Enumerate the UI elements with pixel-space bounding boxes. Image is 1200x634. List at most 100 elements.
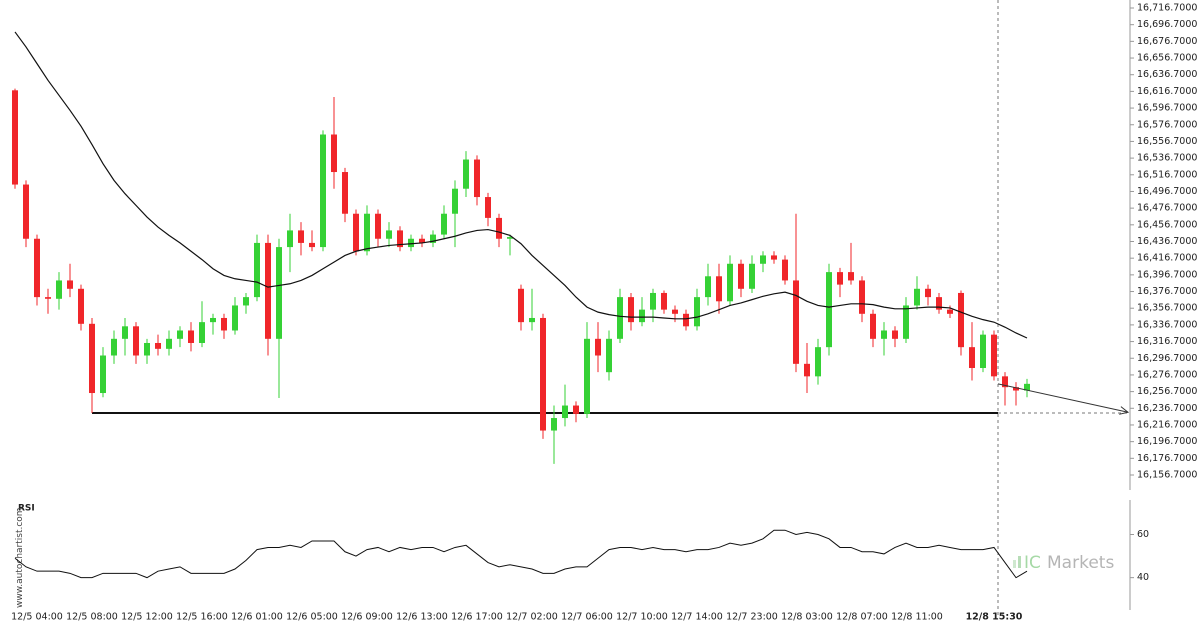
candle-body [221, 317, 227, 331]
candle-body [353, 213, 359, 252]
y-tick-label: 16,656.7000 [1137, 53, 1197, 64]
y-tick-label: 16,376.7000 [1137, 286, 1197, 297]
candle-body [628, 297, 634, 323]
y-tick-label: 16,416.7000 [1137, 253, 1197, 264]
x-tick-label: 12/5 16:00 [176, 612, 228, 623]
candle-body [45, 297, 51, 299]
candle-body [287, 230, 293, 248]
candle-body [815, 347, 821, 377]
y-tick-label: 16,336.7000 [1137, 319, 1197, 330]
x-tick-label: 12/7 06:00 [561, 612, 613, 623]
candle-body [210, 317, 216, 323]
candle-body [870, 313, 876, 339]
brand-name: Markets [1047, 553, 1114, 573]
x-tick-label: 12/5 12:00 [121, 612, 173, 623]
y-tick-label: 16,616.7000 [1137, 86, 1197, 97]
candle-body [617, 297, 623, 339]
candle-body [859, 280, 865, 314]
candle-body [694, 297, 700, 327]
candle-body [650, 292, 656, 310]
y-tick-label: 16,536.7000 [1137, 153, 1197, 164]
candle-body [386, 230, 392, 239]
y-tick-label: 16,596.7000 [1137, 103, 1197, 114]
candle-body [716, 276, 722, 302]
candle-body [309, 242, 315, 248]
candle-body [166, 338, 172, 349]
candle-body [1002, 376, 1008, 388]
brand-prefix: IC [1024, 553, 1041, 573]
candle-body [320, 134, 326, 248]
candle-body [584, 338, 590, 414]
candle-body [782, 259, 788, 281]
x-tick-label: 12/7 10:00 [616, 612, 668, 623]
moving-average-line [14, 31, 1028, 339]
candle-body [265, 242, 271, 339]
y-tick-label: 16,276.7000 [1137, 369, 1197, 380]
logo-bar [1018, 556, 1021, 568]
x-tick-label: 12/5 04:00 [11, 612, 63, 623]
y-tick-label: 16,676.7000 [1137, 36, 1197, 47]
y-tick-label: 16,156.7000 [1137, 470, 1197, 481]
candle-body [78, 288, 84, 324]
candle-body [23, 184, 29, 239]
x-tick-label: 12/6 01:00 [231, 612, 283, 623]
candle-body [408, 238, 414, 248]
candle-body [727, 263, 733, 302]
x-tick-label: 12/7 23:00 [726, 612, 778, 623]
y-tick-label: 16,216.7000 [1137, 419, 1197, 430]
candle-body [980, 334, 986, 369]
watermark: www.autochartist.com [15, 507, 25, 608]
candle-body [199, 322, 205, 343]
y-tick-label: 16,236.7000 [1137, 403, 1197, 414]
candle-body [562, 405, 568, 419]
candle-body [914, 288, 920, 306]
x-tick-label: 12/6 05:00 [286, 612, 338, 623]
candle-body [298, 230, 304, 243]
candle-body [463, 159, 469, 189]
candle-body [430, 234, 436, 243]
candle-body [881, 330, 887, 339]
candle-body [155, 342, 161, 349]
candle-body [804, 363, 810, 377]
x-tick-label: 12/6 13:00 [396, 612, 448, 623]
y-tick-label: 16,516.7000 [1137, 169, 1197, 180]
y-tick-label: 16,556.7000 [1137, 136, 1197, 147]
candle-body [254, 242, 260, 298]
candle-body [540, 317, 546, 431]
rsi-tick-label: 40 [1137, 572, 1149, 583]
candle-body [375, 213, 381, 239]
candle-body [672, 309, 678, 314]
candle-body [133, 326, 139, 356]
brand-logo: IC Markets [1013, 553, 1114, 573]
forecast-arrowhead [1119, 406, 1130, 415]
candle-body [958, 292, 964, 348]
candle-body [1024, 383, 1030, 391]
candle-body [760, 255, 766, 264]
candle-body [232, 305, 238, 331]
candle-body [573, 405, 579, 414]
y-tick-label: 16,496.7000 [1137, 186, 1197, 197]
y-tick-label: 16,296.7000 [1137, 353, 1197, 364]
candle-body [67, 280, 73, 289]
candle-body [936, 297, 942, 310]
y-tick-label: 16,256.7000 [1137, 386, 1197, 397]
candle-body [661, 292, 667, 310]
y-tick-label: 16,316.7000 [1137, 336, 1197, 347]
y-tick-label: 16,436.7000 [1137, 236, 1197, 247]
candle-body [793, 280, 799, 364]
candle-body [34, 238, 40, 298]
y-tick-label: 16,196.7000 [1137, 436, 1197, 447]
y-tick-label: 16,696.7000 [1137, 19, 1197, 30]
x-tick-label: 12/5 08:00 [66, 612, 118, 623]
x-tick-label: 12/7 02:00 [506, 612, 558, 623]
candle-body [419, 238, 425, 243]
candle-body [683, 313, 689, 327]
y-tick-label: 16,576.7000 [1137, 119, 1197, 130]
candle-body [364, 213, 370, 252]
x-tick-label: 12/8 15:30 [966, 612, 1023, 623]
candle-body [925, 288, 931, 298]
candle-body [12, 90, 18, 185]
y-tick-label: 16,716.7000 [1137, 3, 1197, 14]
candle-body [991, 334, 997, 377]
